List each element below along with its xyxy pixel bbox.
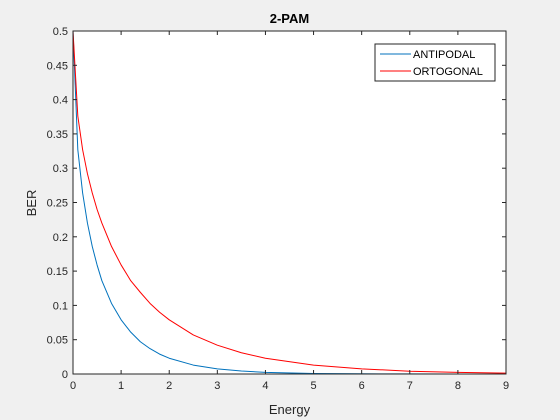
x-tick-label: 2 xyxy=(166,380,172,392)
x-tick-label: 5 xyxy=(310,380,316,392)
y-tick-label: 0.15 xyxy=(47,266,68,278)
plot-area xyxy=(73,31,506,374)
legend-label-antipodal: ANTIPODAL xyxy=(413,49,475,61)
x-tick-label: 9 xyxy=(503,380,509,392)
y-axis: 0 0.05 0.1 0.15 0.2 0.25 0.3 0.35 0.4 0.45 0.5 xyxy=(47,26,506,381)
legend-label-ortogonal: ORTOGONAL xyxy=(413,66,483,78)
y-tick-label: 0.45 xyxy=(47,60,68,72)
legend-box xyxy=(374,43,496,82)
y-tick-label: 0 xyxy=(62,369,68,381)
x-tick-label: 1 xyxy=(118,380,124,392)
y-tick-label: 0.25 xyxy=(47,198,68,210)
x-tick-label: 7 xyxy=(407,380,413,392)
x-tick-label: 0 xyxy=(70,380,76,392)
y-tick-label: 0.5 xyxy=(53,26,68,38)
x-tick-label: 8 xyxy=(455,380,461,392)
series-line-ortogonal xyxy=(72,30,507,374)
x-axis: 0 1 2 3 4 5 6 7 8 9 xyxy=(70,31,509,392)
legend: ANTIPODAL ORTOGONAL xyxy=(374,43,496,82)
y-tick-label: 0.1 xyxy=(53,300,68,312)
x-axis-label: Energy xyxy=(269,402,311,417)
y-tick-label: 0.35 xyxy=(47,129,68,141)
y-axis-label: BER xyxy=(24,190,39,217)
y-tick-label: 0.3 xyxy=(53,163,68,175)
x-tick-label: 4 xyxy=(262,380,268,392)
y-tick-label: 0.05 xyxy=(47,335,68,347)
x-tick-label: 3 xyxy=(214,380,220,392)
y-tick-label: 0.2 xyxy=(53,232,68,244)
y-tick-label: 0.4 xyxy=(53,95,68,107)
chart-title: 2-PAM xyxy=(270,11,309,26)
x-tick-label: 6 xyxy=(359,380,365,392)
